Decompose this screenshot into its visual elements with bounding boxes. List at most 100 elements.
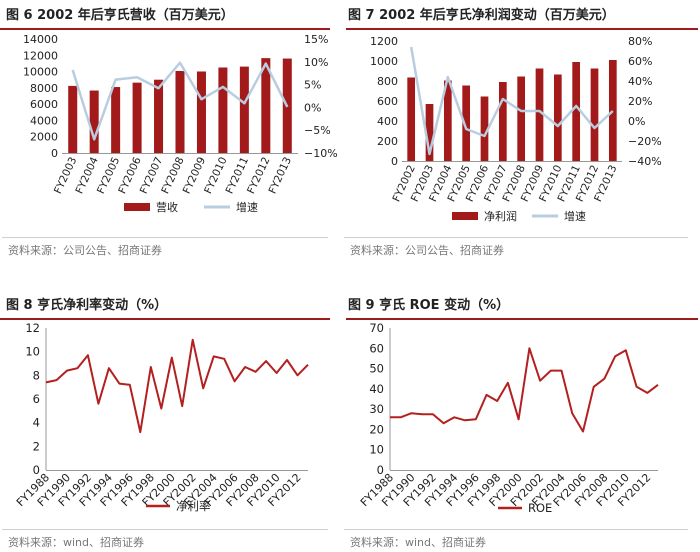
bar <box>239 66 249 153</box>
growth-line <box>71 61 289 141</box>
y-left-tick-label: 600 <box>377 95 398 108</box>
y-tick-label: 70 <box>369 321 384 335</box>
y-left-tick-label: 400 <box>377 115 398 128</box>
y-left-tick-label: 800 <box>377 75 398 88</box>
legend-label: 增速 <box>236 200 258 214</box>
y-tick-label: 50 <box>369 362 384 376</box>
revenue-chart: 0 2000 4000 6000 8000 10000 12000 14000 15% 10% 5%… <box>23 33 338 214</box>
y-tick-label: 20 <box>369 422 384 436</box>
bar <box>407 77 416 161</box>
bar <box>462 85 471 161</box>
bar <box>553 74 562 161</box>
legend-label: 净利率 <box>176 499 211 513</box>
chart-panel-roe: 图 9 亨氏 ROE 变动（%） 0 10 20 30 40 50 60 70 FY1988 FY… <box>342 290 700 552</box>
bar <box>535 68 544 161</box>
bar <box>175 71 185 153</box>
y-tick-label: 12 <box>25 321 40 335</box>
source-divider <box>2 529 328 530</box>
bar <box>480 96 489 161</box>
bar <box>517 76 526 161</box>
y-left-tick-label: 0 <box>391 155 398 168</box>
y-right-tick-label: −5% <box>304 124 331 137</box>
y-tick-label: 10 <box>25 345 40 359</box>
roe-chart: 010203040506070FY1988FY1990FY1992FY1994F… <box>358 321 659 515</box>
bar <box>590 68 599 161</box>
y-tick-label: 0 <box>377 463 384 477</box>
chart-panel-revenue: 图 6 2002 年后亨氏营收（百万美元） 0 2000 4000 6000 8000 1… <box>0 0 340 268</box>
y-left-tick-label: 1200 <box>370 35 398 48</box>
y-right-tick-label: −40% <box>628 155 662 168</box>
y-right-tick-label: 80% <box>628 35 652 48</box>
series-line <box>390 347 659 433</box>
y-left-tick-label: 2000 <box>30 131 58 144</box>
y-right-tick-label: 60% <box>628 55 652 68</box>
y-right-tick-label: −10% <box>304 147 338 160</box>
y-left-tick-label: 6000 <box>30 98 58 111</box>
source-note: 资料来源：wind、招商证券 <box>8 536 145 549</box>
y-left-tick-label: 8000 <box>30 82 58 95</box>
y-left-tick-label: 10000 <box>23 66 58 79</box>
y-left-tick-label: 4000 <box>30 114 58 127</box>
y-right-tick-label: 0% <box>304 101 321 114</box>
chart-panel-net-income: 图 7 2002 年后亨氏净利润变动（百万美元） 0 200 400 600 800 10… <box>342 0 700 268</box>
y-right-tick-label: 40% <box>628 75 652 88</box>
y-tick-label: 30 <box>369 402 384 416</box>
bar <box>154 79 164 153</box>
y-left-tick-label: 14000 <box>23 33 58 46</box>
source-note: 资料来源：公司公告、招商证券 <box>8 244 162 257</box>
y-left-tick-label: 200 <box>377 135 398 148</box>
y-right-tick-label: 5% <box>304 79 321 92</box>
y-tick-label: 0 <box>33 463 40 477</box>
chart-title-roe: 图 9 亨氏 ROE 变动（%） <box>348 298 510 313</box>
source-divider <box>344 237 688 238</box>
y-tick-label: 6 <box>33 392 40 406</box>
y-tick-label: 10 <box>369 443 384 457</box>
legend-label: ROE <box>528 501 552 515</box>
y-tick-label: 60 <box>369 341 384 355</box>
y-left-tick-label: 1000 <box>370 55 398 68</box>
series-line <box>45 338 309 434</box>
y-tick-label: 2 <box>33 439 40 453</box>
legend-swatch-bar <box>452 212 478 220</box>
bar <box>498 82 507 161</box>
source-note: 资料来源：公司公告、招商证券 <box>350 244 504 257</box>
legend-label: 增速 <box>564 209 586 223</box>
bar <box>196 71 206 153</box>
source-divider <box>344 529 688 530</box>
legend-label: 净利润 <box>484 209 517 223</box>
chart-title-revenue: 图 6 2002 年后亨氏营收（百万美元） <box>6 8 234 23</box>
y-left-tick-label: 0 <box>51 147 58 160</box>
net-income-chart: 0 200 400 600 800 1000 1200 80% 60% 40% 20% 0% −20% −… <box>370 35 662 223</box>
title-rule <box>0 28 330 30</box>
growth-line <box>409 46 614 156</box>
bar <box>425 104 434 161</box>
chart-panel-net-margin: 图 8 亨氏净利率变动（%） 0 2 4 6 8 10 12 FY1988 FY1990 FY19… <box>0 290 340 552</box>
source-note: 资料来源：wind、招商证券 <box>350 536 487 549</box>
title-rule <box>0 318 330 320</box>
y-right-tick-label: 0% <box>628 115 645 128</box>
bar <box>443 80 452 161</box>
bar <box>68 85 78 153</box>
y-tick-label: 8 <box>33 368 40 382</box>
bar <box>572 62 581 161</box>
net-margin-chart: 024681012FY1988FY1990FY1992FY1994FY1996F… <box>14 321 309 513</box>
chart-title-net-margin: 图 8 亨氏净利率变动（%） <box>6 298 168 313</box>
bar <box>608 60 617 161</box>
chart-title-net-income: 图 7 2002 年后亨氏净利润变动（百万美元） <box>348 8 615 23</box>
y-right-tick-label: 10% <box>304 56 328 69</box>
bar <box>89 90 99 153</box>
y-tick-label: 4 <box>33 416 40 430</box>
y-right-tick-label: 20% <box>628 95 652 108</box>
bar <box>218 67 228 153</box>
y-right-tick-label: 15% <box>304 33 328 46</box>
bar <box>132 82 142 153</box>
source-divider <box>2 237 328 238</box>
y-left-tick-label: 12000 <box>23 49 58 62</box>
legend-swatch-bar <box>124 203 150 211</box>
bar <box>261 58 271 153</box>
title-rule <box>346 28 698 30</box>
title-rule <box>346 318 698 320</box>
bar <box>111 87 121 153</box>
y-right-tick-label: −20% <box>628 135 662 148</box>
y-tick-label: 40 <box>369 382 384 396</box>
